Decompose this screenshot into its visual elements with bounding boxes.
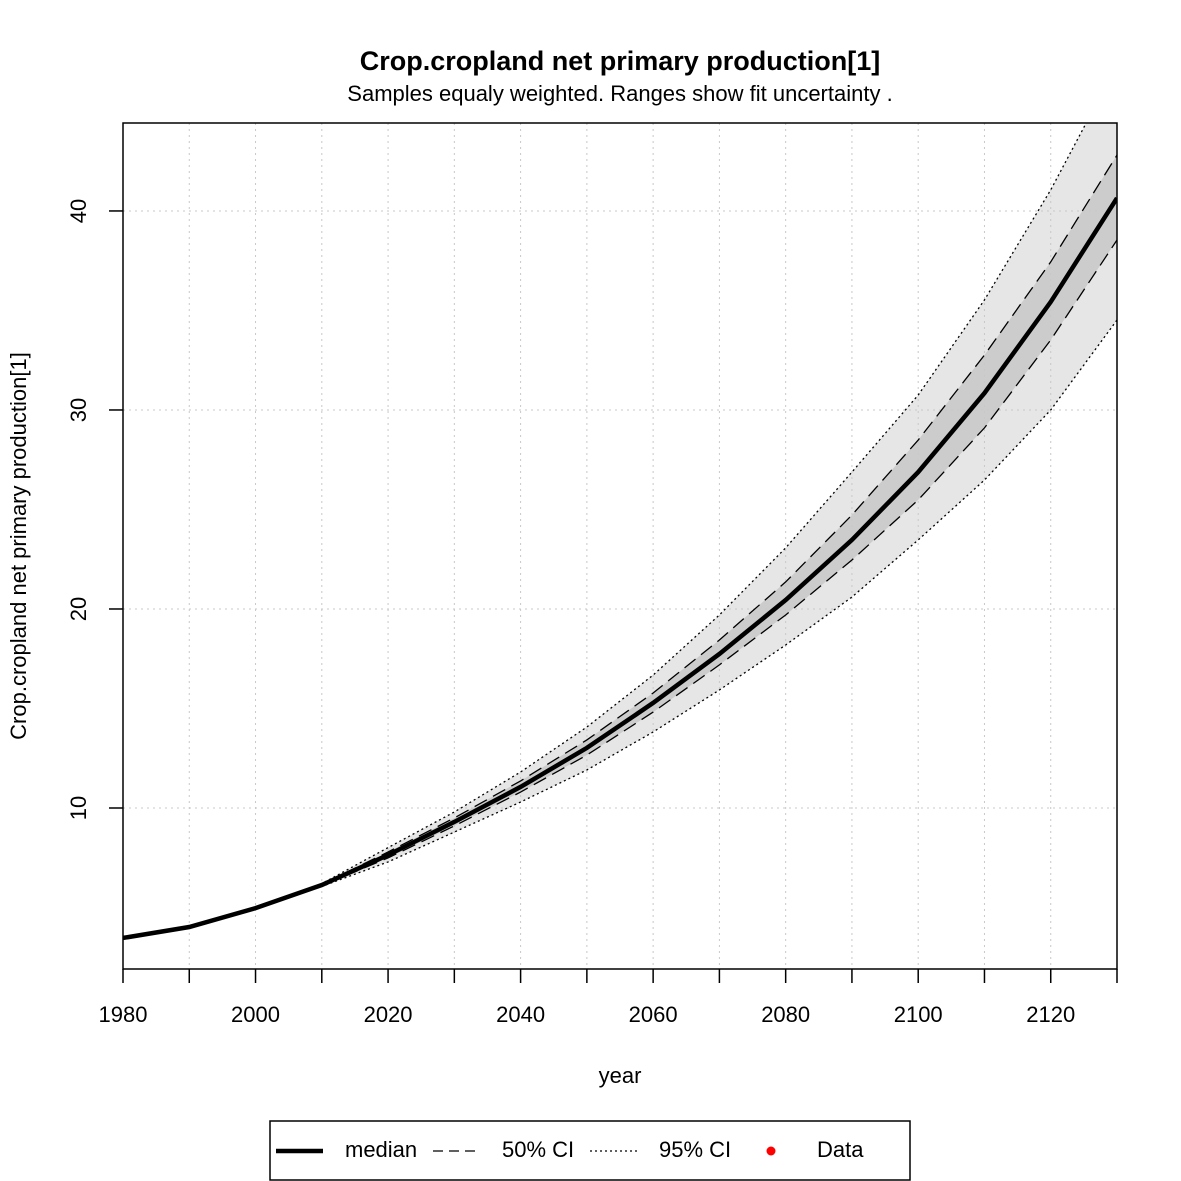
ci-line	[123, 154, 1117, 939]
legend-label: 50% CI	[502, 1137, 574, 1162]
x-tick-label: 2100	[894, 1002, 943, 1027]
y-axis-label: Crop.cropland net primary production[1]	[6, 352, 31, 740]
chart-title: Crop.cropland net primary production[1]	[360, 46, 881, 76]
ci-band	[123, 155, 1117, 938]
median-line	[123, 196, 1117, 941]
y-tick-label: 10	[66, 796, 91, 820]
lines	[123, 123, 1117, 941]
y-tick-label: 20	[66, 597, 91, 621]
y-tick-label: 40	[66, 199, 91, 223]
legend: median 50% CI 95% CI Data	[276, 1137, 864, 1162]
ci-line	[123, 123, 1087, 939]
ci-band	[123, 123, 1117, 938]
legend-label: Data	[817, 1137, 864, 1162]
x-tick-label: 2120	[1026, 1002, 1075, 1027]
x-tick-label: 2080	[761, 1002, 810, 1027]
legend-label: median	[345, 1137, 417, 1162]
x-tick-label: 2040	[496, 1002, 545, 1027]
legend-label: 95% CI	[659, 1137, 731, 1162]
legend-swatch	[766, 1146, 776, 1156]
legend-box	[269, 1120, 911, 1181]
x-axis-label: year	[599, 1063, 642, 1088]
plot-frame	[122, 122, 1118, 970]
x-tick-label: 2000	[231, 1002, 280, 1027]
grid	[122, 123, 1118, 969]
chart-subtitle: Samples equaly weighted. Ranges show fit…	[347, 81, 892, 106]
axes: 1980 2000 2020 2040 2060 2080 2100 2120 10 20 30 40	[66, 199, 1118, 1027]
x-tick-label: 2060	[629, 1002, 678, 1027]
y-tick-label: 30	[66, 398, 91, 422]
bands	[123, 123, 1117, 938]
x-tick-label: 1980	[99, 1002, 148, 1027]
x-tick-label: 2020	[364, 1002, 413, 1027]
